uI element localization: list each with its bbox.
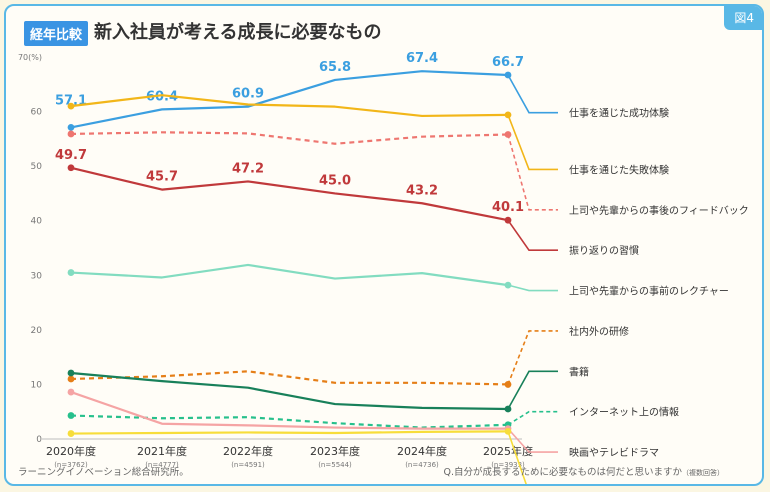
legend-leader-line: [507, 370, 558, 410]
comparison-tag: 経年比較: [24, 21, 89, 46]
y-tick-label: 60: [31, 108, 43, 118]
data-point-marker: [67, 369, 75, 377]
series-line: [70, 391, 508, 430]
legend-leader-line: [507, 114, 558, 171]
legend-leader-line: [507, 410, 558, 426]
data-label: 67.4: [406, 51, 438, 66]
question-note: （複数回答）: [682, 469, 724, 477]
legend-label: 振り返りの習慣: [569, 244, 639, 257]
data-label: 43.2: [406, 183, 438, 198]
legend-leader-line: [507, 431, 527, 484]
x-tick-sample-size: (n=3762): [54, 461, 88, 469]
legend-leader-line: [507, 330, 558, 385]
legend-label: インターネット上の情報: [569, 406, 679, 419]
data-label: 45.0: [319, 173, 351, 188]
legend-leader-line: [507, 219, 558, 251]
data-point-marker: [67, 388, 75, 396]
data-point-marker: [67, 430, 75, 437]
data-point-marker: [67, 164, 75, 172]
x-tick-sample-size: (n=5544): [318, 461, 352, 469]
y-axis-unit: 70(%): [18, 53, 42, 62]
y-tick-label: 50: [31, 162, 43, 172]
survey-question: Q.自分が成長するために必要なものは何だと思いますか（複数回答）: [444, 464, 725, 478]
series-line: [70, 263, 509, 287]
data-label: 60.9: [232, 87, 264, 102]
legend-label: 仕事を通じた成功体験: [569, 107, 669, 120]
series-line: [70, 94, 509, 118]
data-label: 45.7: [146, 170, 178, 185]
data-point-marker: [67, 102, 75, 110]
x-tick-sample-size: (n=4777): [145, 461, 179, 469]
legend-label: 社内外の研修: [569, 325, 629, 338]
legend-label: 映画やテレビドラマ: [569, 447, 659, 459]
data-point-marker: [67, 130, 75, 138]
data-point-marker: [67, 123, 75, 131]
data-point-marker: [67, 375, 75, 383]
series-line: [70, 166, 509, 222]
data-label: 40.1: [492, 200, 524, 215]
data-point-marker: [67, 269, 75, 276]
legend-label: 上司や先輩からの事後のフィードバック: [569, 204, 749, 217]
series-line: [70, 430, 509, 435]
series-line: [70, 131, 509, 145]
line-chart: 0 10 20 30 40 50 60 70(%) 2020年度 (n=3762) 2021年度 (n…: [18, 51, 749, 484]
x-tick-label: 2021年度: [137, 444, 187, 458]
legend-label: 仕事を通じた失敗体験: [569, 163, 669, 176]
y-tick-label: 40: [31, 217, 43, 227]
x-tick-label: 2023年度: [310, 444, 360, 458]
chart-title: 新入社員が考える成長に必要なもの: [94, 22, 382, 43]
data-label: 49.7: [55, 148, 87, 163]
data-point-marker: [67, 412, 75, 419]
legend-label: 上司や先輩からの事前のレクチャー: [569, 285, 729, 298]
figure-number-badge: 図4: [724, 6, 762, 30]
chart-frame: 図4 経年比較 新入社員が考える成長に必要なもの 0 10 20 30 40 50 60 70…: [4, 4, 764, 486]
data-label: 60.4: [146, 89, 178, 104]
legend-leader-line: [507, 134, 558, 211]
x-tick-sample-size: (n=4736): [405, 461, 439, 469]
series-line: [70, 370, 509, 386]
x-tick-label: 2022年度: [223, 444, 273, 458]
source-credit: ラーニングイノベーション総合研究所。: [18, 467, 189, 478]
x-tick-sample-size: (n=3933): [491, 461, 525, 469]
series-line: [70, 371, 509, 411]
data-label: 47.2: [232, 161, 264, 176]
x-tick-label: 2025年度: [483, 444, 533, 458]
series-line: [70, 70, 509, 129]
y-tick-label: 10: [31, 380, 43, 390]
data-label: 66.7: [492, 55, 524, 70]
y-tick-label: 30: [31, 271, 43, 281]
legend-leader-line: [507, 428, 558, 453]
x-tick-label: 2020年度: [46, 444, 96, 458]
legend-leader-line: [507, 284, 558, 292]
y-tick-label: 0: [36, 435, 42, 445]
y-tick-label: 20: [31, 326, 43, 336]
question-text: Q.自分が成長するために必要なものは何だと思いますか: [443, 467, 683, 478]
data-label: 65.8: [319, 60, 351, 75]
x-tick-sample-size: (n=4591): [231, 461, 265, 469]
legend-label: 書籍: [569, 365, 589, 378]
legend-leader-line: [507, 74, 558, 114]
x-tick-label: 2024年度: [397, 444, 447, 458]
